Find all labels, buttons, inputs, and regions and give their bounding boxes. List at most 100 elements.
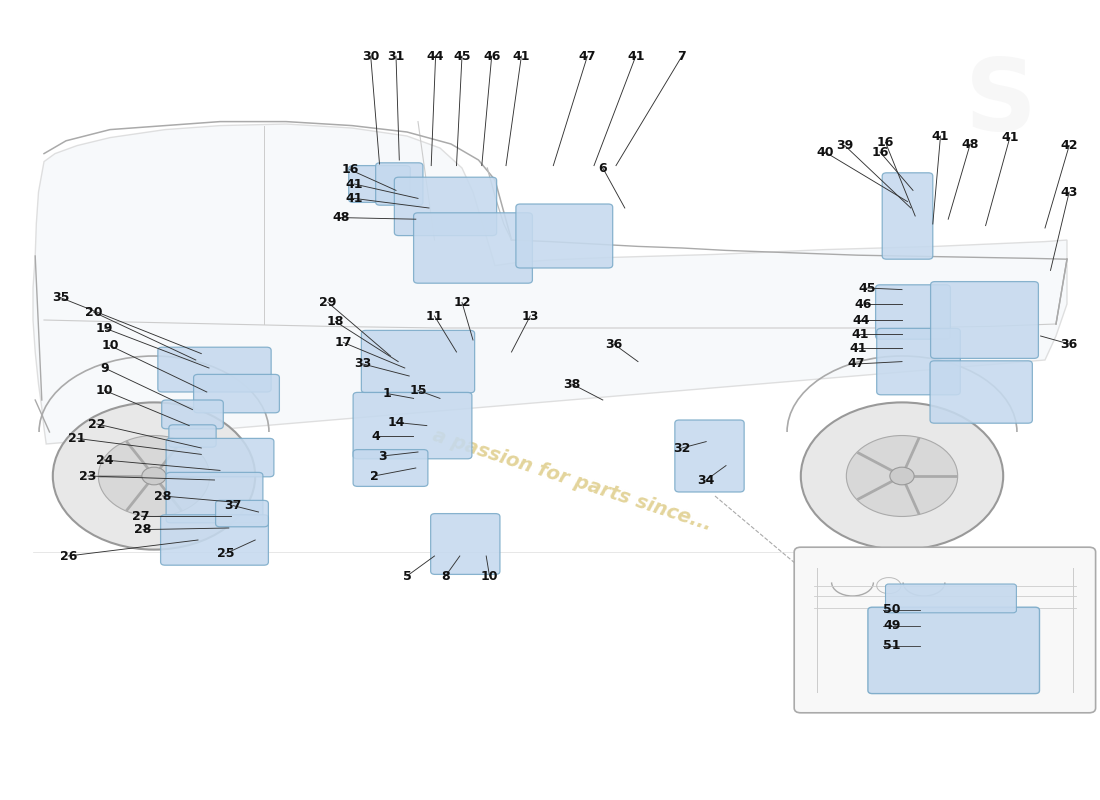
- FancyBboxPatch shape: [194, 374, 279, 413]
- FancyBboxPatch shape: [877, 328, 960, 394]
- FancyBboxPatch shape: [868, 607, 1040, 694]
- Text: 31: 31: [387, 50, 405, 62]
- Text: 16: 16: [871, 146, 889, 158]
- FancyBboxPatch shape: [216, 501, 268, 527]
- Text: 45: 45: [453, 50, 471, 62]
- FancyBboxPatch shape: [931, 282, 1038, 358]
- Text: 5: 5: [403, 570, 411, 582]
- Circle shape: [890, 467, 914, 485]
- Text: 41: 41: [851, 328, 869, 341]
- Text: 16: 16: [341, 163, 359, 176]
- Text: 9: 9: [100, 362, 109, 374]
- Text: 41: 41: [932, 130, 949, 142]
- FancyBboxPatch shape: [430, 514, 499, 574]
- Text: 28: 28: [134, 523, 152, 536]
- Text: 16: 16: [877, 136, 894, 149]
- Text: 1: 1: [383, 387, 392, 400]
- FancyBboxPatch shape: [166, 472, 263, 523]
- FancyBboxPatch shape: [794, 547, 1096, 713]
- Circle shape: [801, 402, 1003, 550]
- Text: 36: 36: [1060, 338, 1078, 350]
- Text: 37: 37: [224, 499, 242, 512]
- FancyBboxPatch shape: [361, 330, 475, 393]
- Text: 47: 47: [847, 358, 865, 370]
- Text: 49: 49: [883, 619, 901, 632]
- Text: 12: 12: [453, 296, 471, 309]
- Text: 10: 10: [101, 339, 119, 352]
- Text: 14: 14: [387, 416, 405, 429]
- Text: 46: 46: [855, 298, 872, 310]
- Text: 40: 40: [816, 146, 834, 158]
- Text: 17: 17: [334, 336, 352, 349]
- Text: 41: 41: [345, 178, 363, 190]
- Text: 44: 44: [852, 314, 870, 326]
- Text: 18: 18: [327, 315, 344, 328]
- FancyBboxPatch shape: [931, 361, 1032, 423]
- Text: 26: 26: [59, 550, 77, 562]
- Text: 41: 41: [849, 342, 867, 354]
- Text: 47: 47: [579, 50, 596, 62]
- FancyBboxPatch shape: [161, 515, 268, 565]
- Circle shape: [846, 435, 958, 517]
- Circle shape: [142, 467, 166, 485]
- Text: S: S: [965, 55, 1037, 153]
- FancyBboxPatch shape: [516, 204, 613, 268]
- Text: 36: 36: [605, 338, 623, 350]
- FancyBboxPatch shape: [353, 392, 472, 458]
- FancyBboxPatch shape: [876, 285, 950, 339]
- Text: 32: 32: [673, 442, 691, 454]
- Text: 24: 24: [96, 454, 113, 466]
- Text: 50: 50: [883, 603, 901, 616]
- Text: 27: 27: [132, 510, 150, 522]
- Text: 44: 44: [427, 50, 444, 62]
- Text: 8: 8: [441, 570, 450, 582]
- FancyBboxPatch shape: [168, 425, 216, 447]
- Text: 7: 7: [678, 50, 686, 62]
- Text: 28: 28: [154, 490, 172, 502]
- FancyBboxPatch shape: [166, 438, 274, 477]
- Text: 39: 39: [836, 139, 854, 152]
- Text: 51: 51: [883, 639, 901, 652]
- Text: 25: 25: [217, 547, 234, 560]
- Text: 38: 38: [563, 378, 581, 390]
- Text: 29: 29: [319, 296, 337, 309]
- Text: 42: 42: [1060, 139, 1078, 152]
- Text: a passion for parts since...: a passion for parts since...: [430, 426, 714, 534]
- Text: 19: 19: [96, 322, 113, 334]
- FancyBboxPatch shape: [886, 584, 1016, 613]
- Text: 41: 41: [513, 50, 530, 62]
- FancyBboxPatch shape: [395, 178, 497, 235]
- Text: 6: 6: [598, 162, 607, 174]
- Text: 13: 13: [521, 310, 539, 322]
- Text: 21: 21: [68, 432, 86, 445]
- FancyBboxPatch shape: [158, 347, 272, 392]
- Text: 35: 35: [52, 291, 69, 304]
- Polygon shape: [33, 124, 1067, 444]
- FancyBboxPatch shape: [353, 450, 428, 486]
- Text: 33: 33: [354, 358, 372, 370]
- Text: 15: 15: [409, 384, 427, 397]
- Text: 41: 41: [345, 192, 363, 205]
- Text: 4: 4: [372, 430, 381, 442]
- Text: 20: 20: [85, 306, 102, 318]
- FancyBboxPatch shape: [162, 400, 223, 429]
- Text: 2: 2: [370, 470, 378, 482]
- FancyBboxPatch shape: [375, 162, 422, 205]
- Text: 30: 30: [362, 50, 380, 62]
- Circle shape: [53, 402, 255, 550]
- Text: 43: 43: [1060, 186, 1078, 198]
- Text: 3: 3: [378, 450, 387, 462]
- FancyBboxPatch shape: [349, 166, 410, 202]
- Text: 41: 41: [627, 50, 645, 62]
- Text: 34: 34: [697, 474, 715, 486]
- FancyBboxPatch shape: [414, 213, 532, 283]
- FancyBboxPatch shape: [882, 173, 933, 259]
- Text: 46: 46: [483, 50, 500, 62]
- Text: 45: 45: [858, 282, 876, 294]
- Text: 48: 48: [332, 211, 350, 224]
- Text: 10: 10: [96, 384, 113, 397]
- Text: 23: 23: [79, 470, 97, 482]
- Circle shape: [98, 435, 210, 517]
- Text: 11: 11: [426, 310, 443, 322]
- FancyBboxPatch shape: [675, 420, 745, 492]
